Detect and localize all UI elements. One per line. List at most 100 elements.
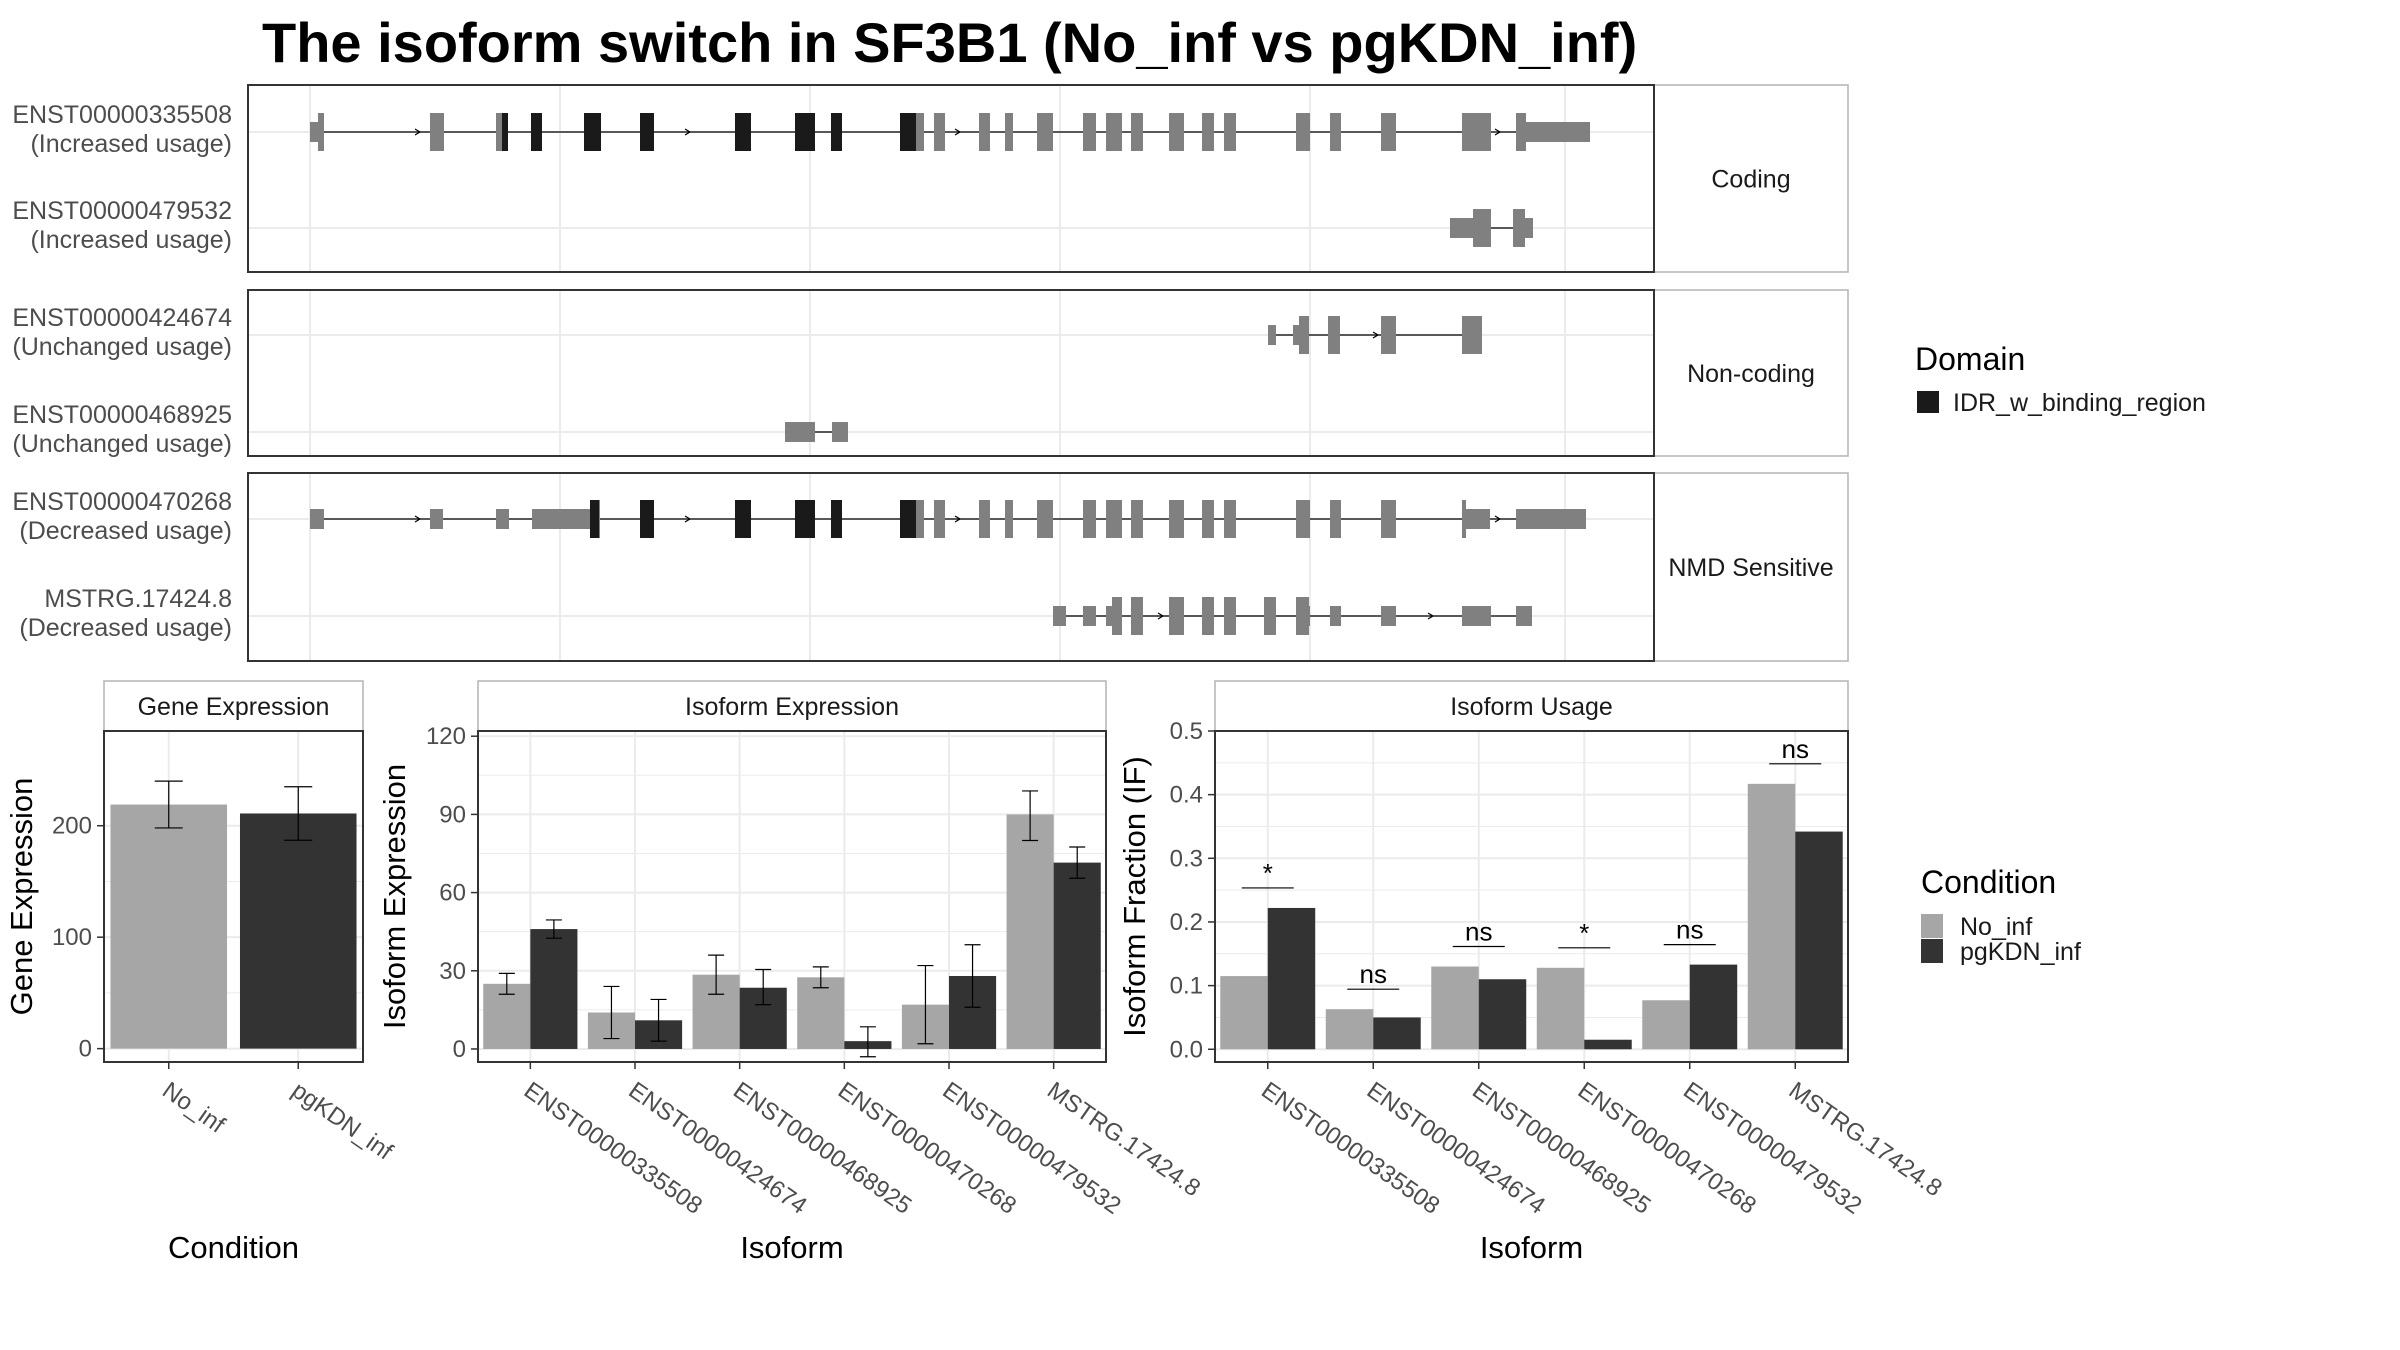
- bar: [1431, 966, 1479, 1050]
- condition-legend-key: [1921, 939, 1943, 963]
- domain-legend-title: Domain: [1915, 341, 2025, 377]
- exon: [1202, 113, 1214, 151]
- transcript-id-label: ENST00000424674: [12, 304, 232, 332]
- domain-exon: [640, 500, 654, 538]
- exon: [1516, 113, 1526, 151]
- y-tick-label: 0.2: [1170, 909, 1203, 936]
- y-tick-label: 200: [52, 813, 92, 840]
- exon: [1381, 316, 1396, 354]
- exon: [1112, 597, 1122, 635]
- exon: [1083, 606, 1096, 626]
- y-tick-label: 100: [52, 924, 92, 951]
- strand-arrow: [414, 515, 422, 523]
- structure-strip-label: NMD Sensitive: [1668, 554, 1833, 582]
- x-axis-title: Isoform: [740, 1230, 843, 1265]
- y-tick-label: 0.1: [1170, 973, 1203, 1000]
- exon: [496, 113, 502, 151]
- panel-strip: [103, 680, 364, 732]
- exon: [1037, 500, 1053, 538]
- y-tick-label: 90: [439, 801, 466, 828]
- panel-strip-title: Isoform Usage: [1450, 693, 1613, 721]
- domain-exon: [795, 500, 815, 538]
- domain-exon: [531, 113, 542, 151]
- domain-exon: [831, 113, 842, 151]
- exon: [496, 509, 509, 529]
- x-tick-label: ENST00000468925: [1467, 1077, 1655, 1220]
- exon: [1083, 113, 1096, 151]
- transcript-id-label: ENST00000479532: [12, 197, 232, 225]
- isoform-expression-panel: Isoform Expression 0 30 60 90 120 ENST00000335…: [377, 680, 1205, 1265]
- exon: [318, 113, 324, 151]
- domain-legend: Domain IDR_w_binding_region: [1915, 341, 2206, 417]
- exon: [916, 500, 924, 538]
- bar: [1220, 976, 1268, 1050]
- exon: [916, 113, 924, 151]
- exon: [1462, 500, 1466, 538]
- bar: [530, 929, 578, 1049]
- domain-exon: [831, 500, 842, 538]
- panel-border: [103, 730, 364, 1063]
- structure-strip-label: Non-coding: [1687, 360, 1815, 388]
- transcript-id-label: MSTRG.17424.8: [44, 585, 232, 613]
- y-axis-title: Isoform Expression: [377, 764, 412, 1029]
- exon: [1381, 113, 1396, 151]
- exon: [1462, 113, 1491, 151]
- panel-strip-title: Gene Expression: [138, 693, 330, 721]
- y-axis-title: Isoform Fraction (IF): [1117, 756, 1152, 1037]
- x-tick-label: ENST00000424674: [1362, 1077, 1550, 1220]
- bar: [1795, 831, 1843, 1050]
- x-tick-label: ENST00000470268: [833, 1077, 1021, 1220]
- structure-strip-label: Coding: [1711, 166, 1790, 194]
- exon: [1516, 509, 1586, 529]
- exon: [1053, 606, 1066, 626]
- x-tick-label: ENST00000470268: [1573, 1077, 1761, 1220]
- structure-panel-border: [247, 472, 1655, 662]
- exon: [1381, 606, 1396, 626]
- exon: [1264, 597, 1276, 635]
- exon: [430, 509, 443, 529]
- strand-arrow: [684, 515, 692, 523]
- domain-exon: [795, 113, 815, 151]
- y-tick-label: 30: [439, 958, 466, 985]
- transcript-usage-label: (Unchanged usage): [12, 430, 232, 458]
- condition-legend-title: Condition: [1921, 864, 2056, 900]
- y-tick-label: 60: [439, 880, 466, 907]
- y-tick-label: 0: [453, 1036, 466, 1063]
- y-axis-title: Gene Expression: [4, 778, 39, 1016]
- y-tick-label: 0.0: [1170, 1036, 1203, 1063]
- bar: [1325, 1009, 1374, 1050]
- exon: [1169, 597, 1184, 635]
- panel-strip: [477, 680, 1107, 732]
- strand-arrow: [684, 128, 692, 136]
- exon: [1462, 316, 1482, 354]
- exon: [310, 509, 324, 529]
- x-tick-label: ENST00000335508: [519, 1077, 707, 1220]
- panel-strip-title: Isoform Expression: [685, 693, 899, 721]
- transcript-usage-label: (Unchanged usage): [12, 333, 232, 361]
- x-axis-title: Condition: [168, 1230, 299, 1265]
- exon: [1131, 500, 1143, 538]
- exon: [532, 509, 590, 529]
- exon: [1106, 500, 1122, 538]
- x-tick-label: ENST00000479532: [1678, 1077, 1866, 1220]
- significance-label: *: [1263, 858, 1273, 888]
- y-tick-label: 0.4: [1170, 782, 1203, 809]
- structure-panel-border: [247, 289, 1655, 457]
- exon: [1202, 597, 1214, 635]
- bar: [1747, 783, 1796, 1050]
- significance-label: ns: [1676, 915, 1703, 945]
- transcript-id-label: ENST00000335508: [12, 101, 232, 129]
- bar: [1642, 1000, 1690, 1050]
- domain-exon: [900, 113, 916, 151]
- strand-arrow: [1494, 515, 1502, 523]
- bar: [1053, 862, 1101, 1049]
- exon: [1466, 509, 1490, 529]
- bar: [1689, 964, 1738, 1050]
- y-tick-label: 0.3: [1170, 845, 1203, 872]
- exon: [1037, 113, 1053, 151]
- bar: [1373, 1017, 1421, 1050]
- exon: [979, 500, 990, 538]
